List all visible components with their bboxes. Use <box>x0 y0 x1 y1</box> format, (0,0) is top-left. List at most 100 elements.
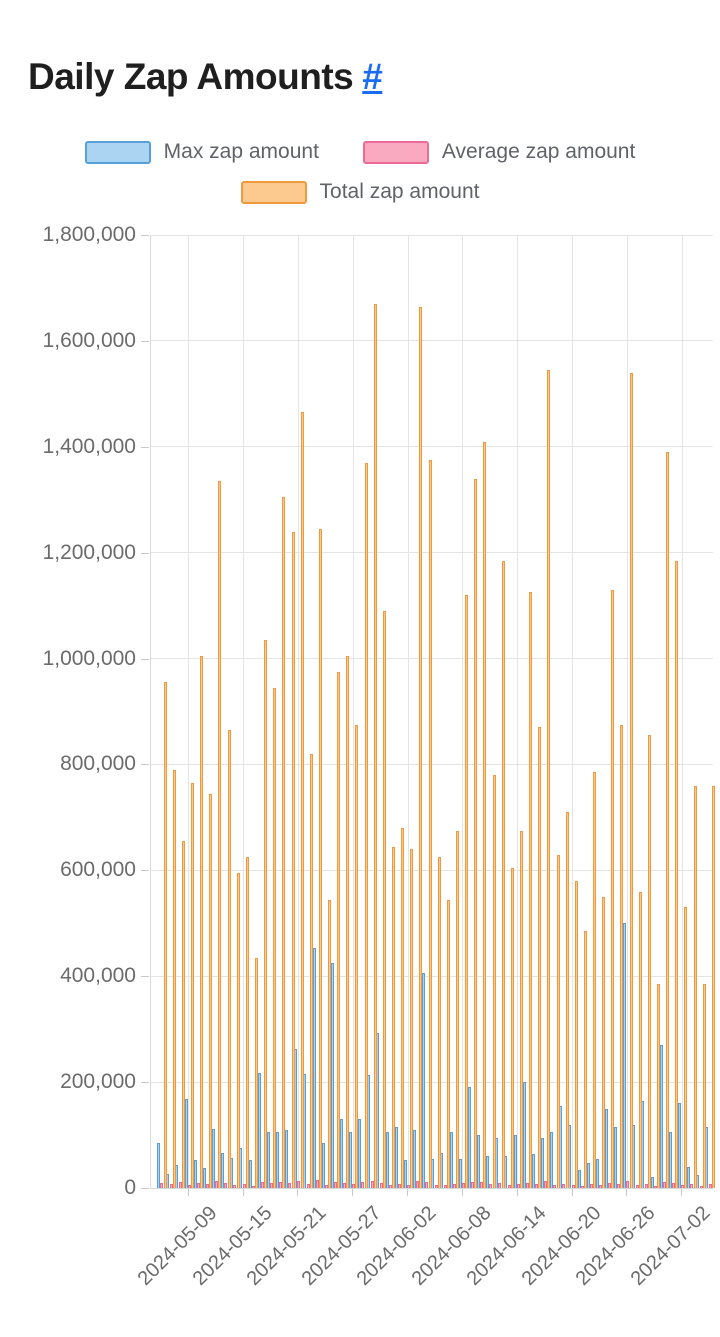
average-zap-amount-bar-2024-05-25[interactable] <box>333 1181 337 1188</box>
average-zap-amount-bar-2024-05-17[interactable] <box>260 1181 264 1188</box>
average-zap-amount-bar-2024-06-19[interactable] <box>562 1184 566 1188</box>
total-zap-amount-bar-2024-06-05[interactable] <box>437 857 441 1188</box>
max-zap-amount-bar-2024-06-20[interactable] <box>568 1124 572 1188</box>
total-zap-amount-bar-2024-06-19[interactable] <box>565 812 569 1188</box>
max-zap-amount-bar-2024-07-05[interactable] <box>705 1127 709 1188</box>
legend-item-max[interactable]: Max zap amount <box>84 140 319 164</box>
max-zap-amount-bar-2024-06-23[interactable] <box>595 1158 599 1188</box>
max-zap-amount-bar-2024-05-17[interactable] <box>257 1073 261 1188</box>
average-zap-amount-bar-2024-06-06[interactable] <box>443 1184 447 1188</box>
total-zap-amount-bar-2024-05-13[interactable] <box>227 730 231 1188</box>
total-zap-amount-bar-2024-05-29[interactable] <box>373 303 377 1188</box>
average-zap-amount-bar-2024-05-13[interactable] <box>224 1183 228 1188</box>
max-zap-amount-bar-2024-05-25[interactable] <box>330 962 334 1188</box>
total-zap-amount-bar-2024-05-15[interactable] <box>245 857 249 1188</box>
average-zap-amount-bar-2024-05-06[interactable] <box>160 1183 164 1188</box>
total-zap-amount-bar-2024-06-13[interactable] <box>510 867 514 1188</box>
total-zap-amount-bar-2024-06-21[interactable] <box>583 931 587 1188</box>
average-zap-amount-bar-2024-05-23[interactable] <box>315 1180 319 1188</box>
max-zap-amount-bar-2024-05-13[interactable] <box>221 1153 225 1188</box>
total-zap-amount-bar-2024-06-14[interactable] <box>519 830 523 1188</box>
average-zap-amount-bar-2024-05-08[interactable] <box>178 1181 182 1188</box>
legend-item-average[interactable]: Average zap amount <box>362 140 635 164</box>
total-zap-amount-bar-2024-06-16[interactable] <box>538 727 542 1188</box>
max-zap-amount-bar-2024-06-19[interactable] <box>559 1105 563 1188</box>
max-zap-amount-bar-2024-06-12[interactable] <box>495 1137 499 1188</box>
average-zap-amount-bar-2024-06-18[interactable] <box>553 1184 557 1188</box>
max-zap-amount-bar-2024-05-21[interactable] <box>294 1049 298 1188</box>
total-zap-amount-bar-2024-06-17[interactable] <box>547 370 551 1188</box>
average-zap-amount-bar-2024-06-10[interactable] <box>480 1181 484 1188</box>
total-zap-amount-bar-2024-06-25[interactable] <box>620 724 624 1188</box>
max-zap-amount-bar-2024-05-09[interactable] <box>184 1099 188 1188</box>
total-zap-amount-bar-2024-07-02[interactable] <box>684 907 688 1188</box>
total-zap-amount-bar-2024-05-18[interactable] <box>273 687 277 1188</box>
total-zap-amount-bar-2024-05-09[interactable] <box>190 783 194 1188</box>
total-zap-amount-bar-2024-06-29[interactable] <box>657 984 660 1188</box>
max-zap-amount-bar-2024-05-16[interactable] <box>248 1159 252 1188</box>
average-zap-amount-bar-2024-05-26[interactable] <box>343 1183 347 1188</box>
max-zap-amount-bar-2024-06-22[interactable] <box>586 1162 590 1188</box>
total-zap-amount-bar-2024-05-22[interactable] <box>309 753 313 1188</box>
legend-item-total[interactable]: Total zap amount <box>240 180 479 204</box>
total-zap-amount-bar-2024-05-28[interactable] <box>364 462 368 1188</box>
average-zap-amount-bar-2024-05-14[interactable] <box>233 1185 237 1188</box>
average-zap-amount-bar-2024-06-26[interactable] <box>626 1180 630 1188</box>
average-zap-amount-bar-2024-05-16[interactable] <box>251 1185 255 1188</box>
average-zap-amount-bar-2024-05-24[interactable] <box>324 1185 328 1188</box>
average-zap-amount-bar-2024-06-17[interactable] <box>544 1181 548 1188</box>
average-zap-amount-bar-2024-05-18[interactable] <box>270 1183 273 1188</box>
total-zap-amount-bar-2024-05-23[interactable] <box>318 528 322 1188</box>
total-zap-amount-bar-2024-06-22[interactable] <box>593 772 596 1188</box>
max-zap-amount-bar-2024-05-15[interactable] <box>239 1147 243 1188</box>
max-zap-amount-bar-2024-05-07[interactable] <box>166 1174 170 1188</box>
total-zap-amount-bar-2024-05-31[interactable] <box>392 846 395 1188</box>
total-zap-amount-bar-2024-06-08[interactable] <box>465 595 469 1188</box>
average-zap-amount-bar-2024-05-10[interactable] <box>196 1182 200 1188</box>
max-zap-amount-bar-2024-05-26[interactable] <box>339 1119 343 1188</box>
max-zap-amount-bar-2024-06-29[interactable] <box>650 1177 654 1188</box>
average-zap-amount-bar-2024-06-28[interactable] <box>644 1183 648 1188</box>
total-zap-amount-bar-2024-06-07[interactable] <box>455 830 459 1188</box>
average-zap-amount-bar-2024-06-22[interactable] <box>589 1184 593 1188</box>
max-zap-amount-bar-2024-06-21[interactable] <box>577 1169 581 1188</box>
average-zap-amount-bar-2024-05-11[interactable] <box>206 1183 209 1188</box>
average-zap-amount-bar-2024-06-02[interactable] <box>407 1185 410 1188</box>
total-zap-amount-bar-2024-07-05[interactable] <box>711 785 715 1188</box>
max-zap-amount-bar-2024-06-08[interactable] <box>458 1158 462 1188</box>
average-zap-amount-bar-2024-06-01[interactable] <box>397 1184 401 1188</box>
max-zap-amount-bar-2024-05-27[interactable] <box>349 1131 352 1188</box>
max-zap-amount-bar-2024-06-24[interactable] <box>604 1108 608 1188</box>
average-zap-amount-bar-2024-06-30[interactable] <box>662 1181 666 1188</box>
average-zap-amount-bar-2024-06-20[interactable] <box>571 1184 575 1188</box>
average-zap-amount-bar-2024-06-24[interactable] <box>608 1182 612 1188</box>
total-zap-amount-bar-2024-05-08[interactable] <box>181 841 185 1188</box>
max-zap-amount-bar-2024-05-14[interactable] <box>230 1157 234 1188</box>
average-zap-amount-bar-2024-06-05[interactable] <box>434 1185 438 1188</box>
max-zap-amount-bar-2024-06-07[interactable] <box>449 1131 453 1188</box>
total-zap-amount-bar-2024-06-09[interactable] <box>474 478 478 1188</box>
average-zap-amount-bar-2024-06-11[interactable] <box>489 1184 493 1188</box>
max-zap-amount-bar-2024-06-14[interactable] <box>513 1135 517 1188</box>
max-zap-amount-bar-2024-05-24[interactable] <box>321 1143 325 1188</box>
average-zap-amount-bar-2024-06-09[interactable] <box>471 1182 474 1188</box>
average-zap-amount-bar-2024-06-21[interactable] <box>580 1185 584 1188</box>
average-zap-amount-bar-2024-05-12[interactable] <box>215 1180 219 1188</box>
total-zap-amount-bar-2024-06-11[interactable] <box>492 775 496 1188</box>
max-zap-amount-bar-2024-06-13[interactable] <box>504 1156 508 1188</box>
average-zap-amount-bar-2024-05-09[interactable] <box>187 1184 191 1188</box>
average-zap-amount-bar-2024-07-03[interactable] <box>690 1184 694 1188</box>
total-zap-amount-bar-2024-05-19[interactable] <box>282 497 286 1188</box>
max-zap-amount-bar-2024-05-30[interactable] <box>376 1033 380 1188</box>
total-zap-amount-bar-2024-06-24[interactable] <box>611 589 615 1188</box>
total-zap-amount-bar-2024-05-17[interactable] <box>264 640 267 1188</box>
max-zap-amount-bar-2024-05-18[interactable] <box>266 1131 270 1188</box>
max-zap-amount-bar-2024-06-15[interactable] <box>522 1082 526 1188</box>
max-zap-amount-bar-2024-05-08[interactable] <box>175 1165 179 1188</box>
total-zap-amount-bar-2024-05-12[interactable] <box>218 481 222 1188</box>
total-zap-amount-bar-2024-05-25[interactable] <box>337 671 341 1188</box>
average-zap-amount-bar-2024-05-15[interactable] <box>242 1184 246 1188</box>
total-zap-amount-bar-2024-06-02[interactable] <box>410 849 414 1188</box>
total-zap-amount-bar-2024-05-14[interactable] <box>236 873 240 1188</box>
max-zap-amount-bar-2024-05-11[interactable] <box>202 1167 206 1188</box>
